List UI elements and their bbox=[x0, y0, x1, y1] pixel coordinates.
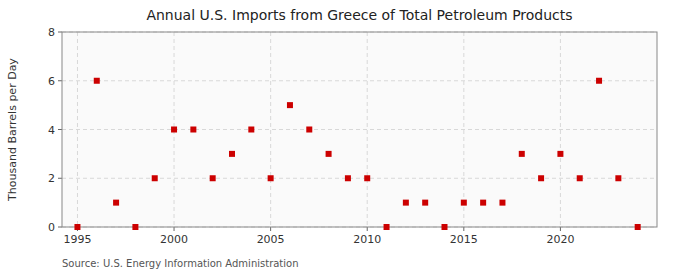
point bbox=[615, 175, 621, 181]
point bbox=[461, 200, 467, 206]
point bbox=[152, 175, 158, 181]
y-tick bbox=[58, 80, 62, 81]
x-grid-line bbox=[560, 32, 561, 227]
points bbox=[74, 78, 640, 230]
axes: 0 2 4 6 8 1995 2000 2005 2010 2015 2020 bbox=[48, 26, 657, 246]
point bbox=[74, 224, 80, 230]
point bbox=[248, 127, 254, 133]
y-tick-label: 4 bbox=[48, 124, 55, 137]
x-grid-line bbox=[463, 32, 464, 227]
point bbox=[364, 175, 370, 181]
x-tick bbox=[174, 227, 175, 231]
point bbox=[499, 200, 505, 206]
point bbox=[480, 200, 486, 206]
source-note: Source: U.S. Energy Information Administ… bbox=[62, 258, 299, 269]
y-tick-label: 8 bbox=[48, 26, 55, 39]
point bbox=[326, 151, 332, 157]
title: Annual U.S. Imports from Greece of Total… bbox=[146, 7, 572, 23]
y-grid-line bbox=[62, 129, 657, 130]
chart: 0 2 4 6 8 1995 2000 2005 2010 2015 2020 Annual U.S.… bbox=[0, 0, 675, 275]
y-tick bbox=[58, 32, 62, 33]
point bbox=[403, 200, 409, 206]
x-grid-line bbox=[77, 32, 78, 227]
point bbox=[210, 175, 216, 181]
point bbox=[384, 224, 390, 230]
point bbox=[538, 175, 544, 181]
x-tick-label: 2010 bbox=[353, 233, 381, 246]
point bbox=[442, 224, 448, 230]
x-tick bbox=[463, 227, 464, 231]
point bbox=[190, 127, 196, 133]
plot-area bbox=[62, 32, 657, 227]
point bbox=[113, 200, 119, 206]
grid bbox=[62, 32, 657, 227]
point bbox=[268, 175, 274, 181]
x-tick bbox=[270, 227, 271, 231]
point bbox=[287, 102, 293, 108]
point bbox=[94, 78, 100, 84]
y-tick bbox=[58, 129, 62, 130]
y-grid-line bbox=[62, 178, 657, 179]
point bbox=[577, 175, 583, 181]
y-tick bbox=[58, 227, 62, 228]
point bbox=[345, 175, 351, 181]
point bbox=[171, 127, 177, 133]
x-tick-label: 1995 bbox=[63, 233, 91, 246]
x-tick-label: 2020 bbox=[546, 233, 574, 246]
point bbox=[519, 151, 525, 157]
point bbox=[422, 200, 428, 206]
point bbox=[306, 127, 312, 133]
x-tick bbox=[560, 227, 561, 231]
x-grid-line bbox=[270, 32, 271, 227]
point bbox=[596, 78, 602, 84]
y-tick-label: 2 bbox=[48, 172, 55, 185]
point bbox=[635, 224, 641, 230]
y-tick bbox=[58, 178, 62, 179]
x-tick-label: 2005 bbox=[257, 233, 285, 246]
y-grid-line bbox=[62, 80, 657, 81]
x-tick-label: 2015 bbox=[450, 233, 478, 246]
point bbox=[229, 151, 235, 157]
point bbox=[557, 151, 563, 157]
y-tick-label: 6 bbox=[48, 75, 55, 88]
plot-frame bbox=[62, 32, 657, 227]
point bbox=[132, 224, 138, 230]
x-tick-label: 2000 bbox=[160, 233, 188, 246]
x-tick bbox=[367, 227, 368, 231]
y-tick-label: 0 bbox=[48, 221, 55, 234]
y-axis-label: Thousand Barrels per Day bbox=[6, 58, 19, 202]
x-grid-line bbox=[367, 32, 368, 227]
